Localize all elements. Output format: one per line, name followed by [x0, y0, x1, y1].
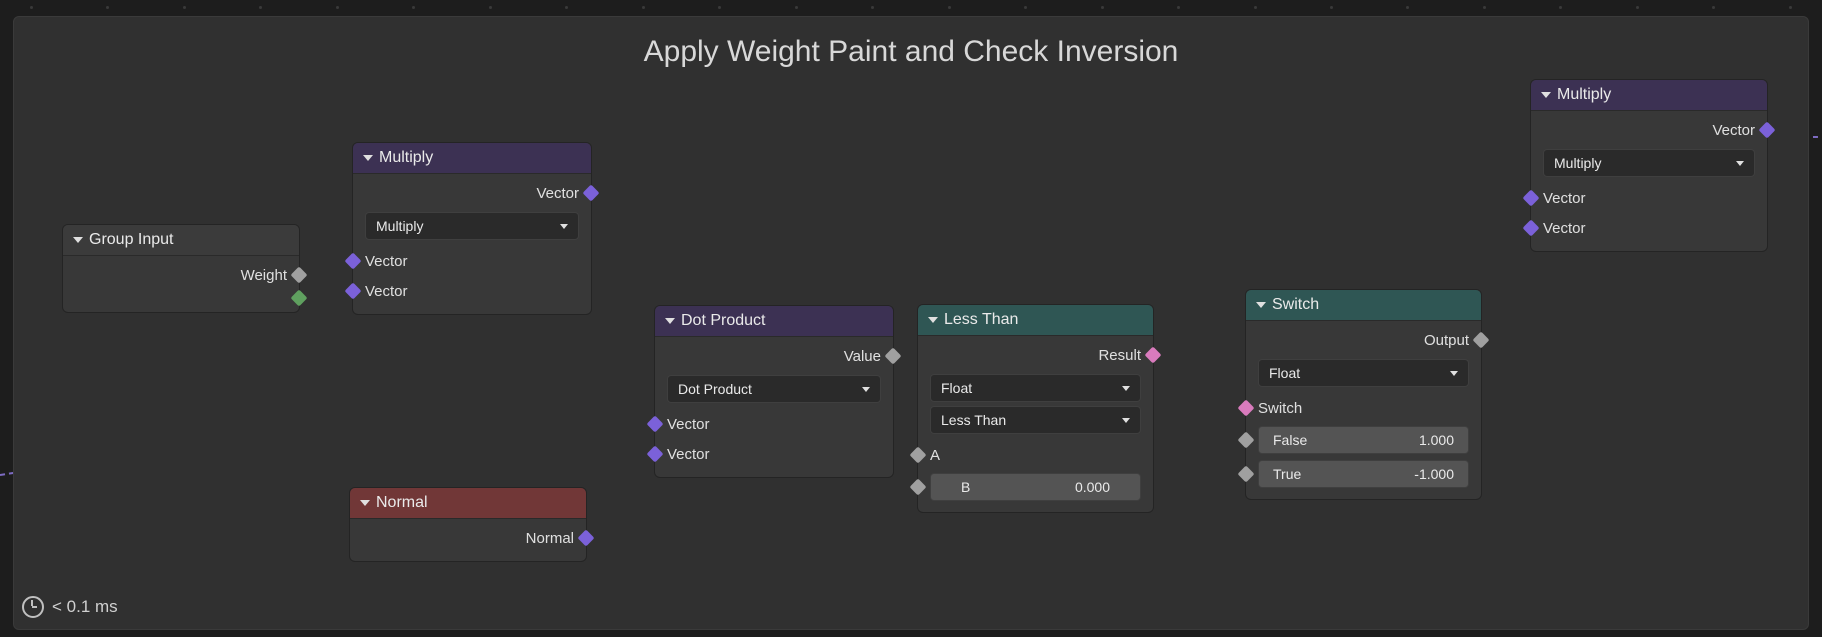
chevron-down-icon — [928, 317, 938, 323]
node-multiply[interactable]: Multiply Vector Multiply Vector Vector — [352, 142, 592, 315]
select-value: Float — [1269, 365, 1300, 381]
chevron-down-icon — [1122, 386, 1130, 391]
chevron-down-icon — [360, 500, 370, 506]
field-value: 1.000 — [1419, 432, 1454, 448]
socket-label: Vector — [1712, 122, 1755, 139]
input-socket-row[interactable]: Vector — [655, 409, 893, 439]
input-socket-row[interactable]: Switch — [1246, 393, 1481, 423]
node-group-input[interactable]: Group Input Weight — [62, 224, 300, 313]
output-socket-row[interactable]: Vector — [353, 178, 591, 208]
number-field[interactable]: True -1.000 — [1258, 460, 1469, 488]
clock-icon — [22, 596, 44, 618]
type-select[interactable]: Float — [1258, 359, 1469, 387]
output-socket-row[interactable]: Result — [918, 340, 1153, 370]
socket-label: Value — [844, 348, 881, 365]
input-socket-row[interactable]: B 0.000 — [918, 470, 1153, 504]
output-socket-row[interactable] — [63, 290, 299, 304]
socket-label: Vector — [1543, 220, 1586, 237]
chevron-down-icon — [1450, 371, 1458, 376]
input-socket-row[interactable]: Vector — [1531, 213, 1767, 243]
field-label: False — [1273, 432, 1307, 448]
socket-label: Vector — [536, 185, 579, 202]
node-switch[interactable]: Switch Output Float Switch False 1.000 T… — [1245, 289, 1482, 500]
input-socket-row[interactable]: Vector — [353, 276, 591, 306]
node-header[interactable]: Group Input — [63, 225, 299, 256]
output-socket-row[interactable]: Normal — [350, 523, 586, 553]
chevron-down-icon — [862, 387, 870, 392]
node-normal[interactable]: Normal Normal — [349, 487, 587, 562]
chevron-down-icon — [363, 155, 373, 161]
socket-label: Vector — [365, 283, 408, 300]
node-title: Less Than — [944, 311, 1018, 329]
socket-label: Switch — [1258, 400, 1302, 417]
operation-select[interactable]: Dot Product — [667, 375, 881, 403]
socket-label: Vector — [667, 446, 710, 463]
socket-label: Vector — [365, 253, 408, 270]
socket-label: Vector — [1543, 190, 1586, 207]
field-value: -1.000 — [1414, 466, 1454, 482]
socket-label: Normal — [526, 530, 574, 547]
timing-label: < 0.1 ms — [52, 597, 118, 617]
operation-select[interactable]: Multiply — [365, 212, 579, 240]
node-title: Switch — [1272, 296, 1319, 314]
select-value: Less Than — [941, 412, 1006, 428]
input-socket-row[interactable]: A — [918, 440, 1153, 470]
output-socket-row[interactable]: Output — [1246, 325, 1481, 355]
field-label: B — [961, 479, 970, 495]
chevron-down-icon — [560, 224, 568, 229]
select-value: Float — [941, 380, 972, 396]
output-socket-row[interactable]: Vector — [1531, 115, 1767, 145]
timing-indicator: < 0.1 ms — [22, 596, 118, 618]
node-dot-product[interactable]: Dot Product Value Dot Product Vector Vec… — [654, 305, 894, 478]
node-header[interactable]: Multiply — [353, 143, 591, 174]
socket-label: Result — [1098, 347, 1141, 364]
chevron-down-icon — [1122, 418, 1130, 423]
node-title: Multiply — [379, 149, 433, 167]
input-socket-row[interactable]: Vector — [1531, 183, 1767, 213]
output-socket-row[interactable]: Weight — [63, 260, 299, 290]
frame-title: Apply Weight Paint and Check Inversion — [14, 35, 1808, 69]
node-title: Dot Product — [681, 312, 765, 330]
input-socket-row[interactable]: Vector — [353, 246, 591, 276]
type-select[interactable]: Float — [930, 374, 1141, 402]
node-less-than[interactable]: Less Than Result Float Less Than A B 0.0… — [917, 304, 1154, 513]
socket-label: Weight — [241, 267, 287, 284]
chevron-down-icon — [1736, 161, 1744, 166]
node-title: Group Input — [89, 231, 174, 249]
select-value: Multiply — [376, 218, 423, 234]
input-socket-row[interactable]: False 1.000 — [1246, 423, 1481, 457]
socket-label: A — [930, 447, 940, 464]
chevron-down-icon — [665, 318, 675, 324]
input-socket-row[interactable]: Vector — [655, 439, 893, 469]
node-header[interactable]: Normal — [350, 488, 586, 519]
node-header[interactable]: Multiply — [1531, 80, 1767, 111]
field-value: 0.000 — [1075, 479, 1110, 495]
input-socket-row[interactable]: True -1.000 — [1246, 457, 1481, 491]
node-header[interactable]: Switch — [1246, 290, 1481, 321]
socket-label: Output — [1424, 332, 1469, 349]
socket-label: Vector — [667, 416, 710, 433]
operation-select[interactable]: Less Than — [930, 406, 1141, 434]
output-socket-row[interactable]: Value — [655, 341, 893, 371]
number-field[interactable]: B 0.000 — [930, 473, 1141, 501]
node-header[interactable]: Dot Product — [655, 306, 893, 337]
chevron-down-icon — [73, 237, 83, 243]
chevron-down-icon — [1256, 302, 1266, 308]
select-value: Multiply — [1554, 155, 1601, 171]
number-field[interactable]: False 1.000 — [1258, 426, 1469, 454]
node-title: Normal — [376, 494, 428, 512]
node-multiply[interactable]: Multiply Vector Multiply Vector Vector — [1530, 79, 1768, 252]
select-value: Dot Product — [678, 381, 752, 397]
field-label: True — [1273, 466, 1301, 482]
node-header[interactable]: Less Than — [918, 305, 1153, 336]
operation-select[interactable]: Multiply — [1543, 149, 1755, 177]
chevron-down-icon — [1541, 92, 1551, 98]
node-title: Multiply — [1557, 86, 1611, 104]
